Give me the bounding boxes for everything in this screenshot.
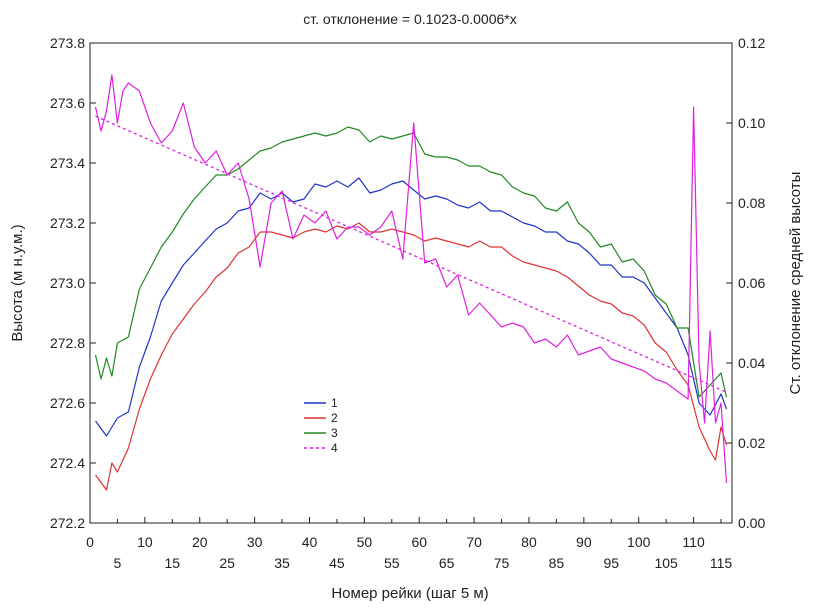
x-tick-label: 35 (274, 555, 290, 571)
y-tick-label: 273.0 (50, 275, 85, 291)
x-tick-label: 60 (411, 534, 427, 550)
y2-tick-label: 0.08 (738, 195, 765, 211)
x-tick-label: 25 (219, 555, 235, 571)
x-tick-label: 85 (549, 555, 565, 571)
x-tick-label: 15 (165, 555, 181, 571)
legend-label-1: 1 (331, 396, 338, 410)
y-axis-title: Высота (м н.у.м.) (9, 224, 26, 341)
y2-tick-label: 0.12 (738, 35, 765, 51)
x-axis-title: Номер рейки (шаг 5 м) (331, 585, 488, 602)
x-tick-label: 80 (521, 534, 537, 550)
x-tick-label: 50 (357, 534, 373, 550)
y-tick-label: 272.6 (50, 395, 85, 411)
y2-tick-label: 0.02 (738, 435, 765, 451)
x-tick-label: 40 (302, 534, 318, 550)
x-tick-label: 115 (710, 555, 733, 571)
x-tick-label: 5 (114, 555, 122, 571)
chart-title: ст. отклонение = 0.1023-0.0006*x (303, 11, 517, 27)
y2-tick-label: 0.00 (738, 515, 765, 531)
x-tick-label: 90 (576, 534, 592, 550)
y2-tick-label: 0.10 (738, 115, 765, 131)
y2-tick-label: 0.04 (738, 355, 765, 371)
y-tick-label: 272.8 (50, 335, 85, 351)
y-tick-label: 273.8 (50, 35, 85, 51)
y2-axis-title: Ст. отклонение средней высоты (787, 172, 804, 395)
x-tick-label: 0 (86, 534, 94, 550)
x-tick-label: 45 (329, 555, 345, 571)
series-4-line (94, 74, 728, 484)
x-tick-label: 95 (603, 555, 619, 571)
x-tick-label: 65 (439, 555, 455, 571)
trend-line (95, 115, 727, 393)
x-tick-label: 30 (247, 534, 263, 550)
y-tick-label: 273.2 (50, 215, 85, 231)
x-tick-label: 100 (627, 534, 651, 550)
x-tick-label: 70 (466, 534, 482, 550)
legend-label-3: 3 (331, 426, 338, 440)
legend-label-4: 4 (331, 441, 338, 455)
series-2-line (95, 222, 728, 491)
y2-tick-label: 0.06 (738, 275, 765, 291)
series-3-line (94, 126, 728, 398)
legend-label-2: 2 (331, 411, 338, 425)
x-tick-label: 105 (654, 555, 678, 571)
y-tick-label: 273.6 (50, 95, 85, 111)
x-tick-label: 10 (137, 534, 153, 550)
x-tick-label: 75 (494, 555, 510, 571)
x-tick-label: 20 (192, 534, 208, 550)
y-tick-label: 272.2 (50, 515, 85, 531)
series-1-line (95, 177, 728, 437)
y-tick-label: 272.4 (50, 455, 85, 471)
x-tick-label: 110 (682, 534, 705, 550)
x-tick-label: 55 (384, 555, 400, 571)
y-tick-label: 273.4 (50, 155, 85, 171)
